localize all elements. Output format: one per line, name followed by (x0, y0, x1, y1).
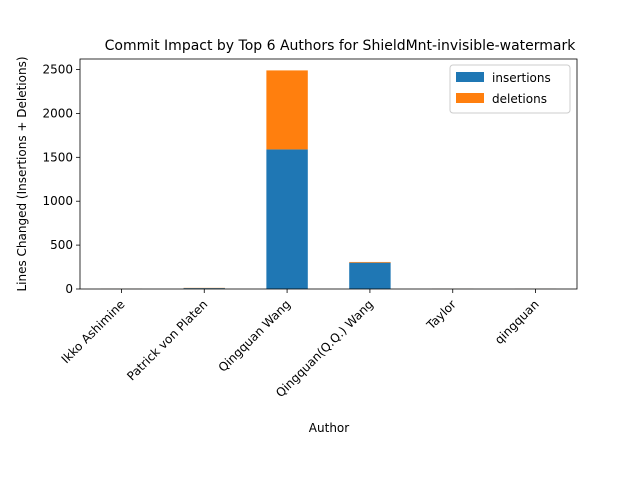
x-axis-label: Author (309, 421, 349, 435)
legend: insertions deletions (450, 65, 570, 113)
bar-insertions (266, 149, 307, 289)
bar-deletions (266, 70, 307, 149)
bar-deletions (349, 262, 390, 263)
y-axis-label: Lines Changed (Insertions + Deletions) (15, 56, 29, 291)
y-tick-label: 2000 (42, 106, 73, 120)
legend-swatch-insertions (456, 72, 484, 82)
bar-insertions (349, 263, 390, 289)
y-tick-label: 1000 (42, 194, 73, 208)
legend-swatch-deletions (456, 93, 484, 103)
y-tick-label: 2500 (42, 63, 73, 77)
legend-label-deletions: deletions (492, 92, 547, 106)
y-tick-label: 1500 (42, 150, 73, 164)
chart-title: Commit Impact by Top 6 Authors for Shiel… (105, 38, 577, 54)
y-tick-label: 500 (50, 238, 73, 252)
y-tick-label: 0 (65, 282, 73, 296)
legend-label-insertions: insertions (492, 71, 551, 85)
